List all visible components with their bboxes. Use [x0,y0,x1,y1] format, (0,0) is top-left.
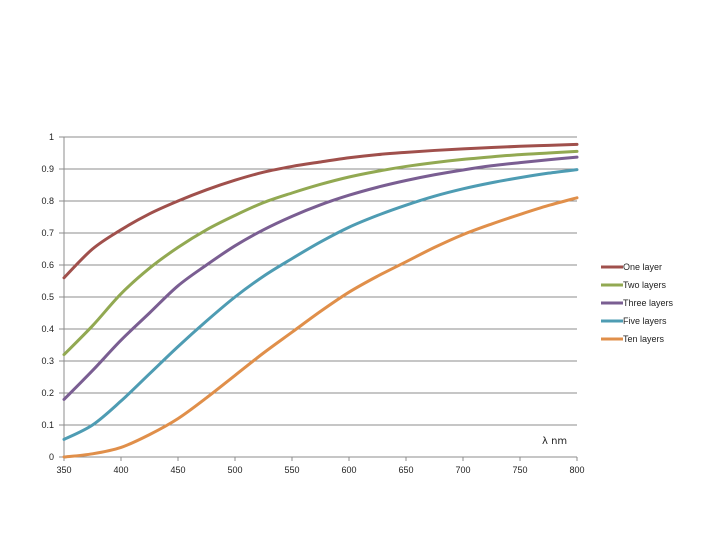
legend-label-three-layers: Three layers [623,298,674,308]
x-tick-label: 750 [512,465,527,475]
y-tick-label: 0.5 [41,292,54,302]
x-tick-label: 350 [56,465,71,475]
x-tick-label: 400 [113,465,128,475]
x-tick-label: 800 [569,465,584,475]
y-tick-label: 0.4 [41,324,54,334]
series-lines [62,142,579,459]
series-line-three-layers [62,155,579,401]
series-line-ten-layers [62,196,579,459]
y-tick-label: 0.9 [41,164,54,174]
legend-label-five-layers: Five layers [623,316,667,326]
y-tick-label: 1 [49,132,54,142]
legend-label-one-layer: One layer [623,262,662,272]
y-tick-label: 0.3 [41,356,54,366]
x-tick-label: 450 [170,465,185,475]
y-tick-label: 0.8 [41,196,54,206]
y-axis-tick-labels: 0 0.1 0.2 0.3 0.4 0.5 0.6 0.7 0.8 0.9 1 [41,132,54,462]
x-tick-label: 650 [398,465,413,475]
x-tick-label: 600 [341,465,356,475]
x-tick-label: 550 [284,465,299,475]
y-tick-label: 0.6 [41,260,54,270]
y-tick-label: 0.2 [41,388,54,398]
y-tick-label: 0.7 [41,228,54,238]
x-axis-tick-labels: 350 400 450 500 550 600 650 700 750 800 [56,465,584,475]
series-line-two-layers [62,149,579,357]
y-tick-label: 0 [49,452,54,462]
legend-label-two-layers: Two layers [623,280,667,290]
x-tick-label: 700 [455,465,470,475]
x-axis-label: λ nm [542,436,567,447]
x-tick-label: 500 [227,465,242,475]
series-line-one-layer [62,142,579,280]
legend: One layer Two layers Three layers Five laye… [601,262,674,344]
legend-label-ten-layers: Ten layers [623,334,665,344]
series-line-five-layers [62,168,579,441]
y-tick-label: 0.1 [41,420,54,430]
gridlines [59,136,578,461]
